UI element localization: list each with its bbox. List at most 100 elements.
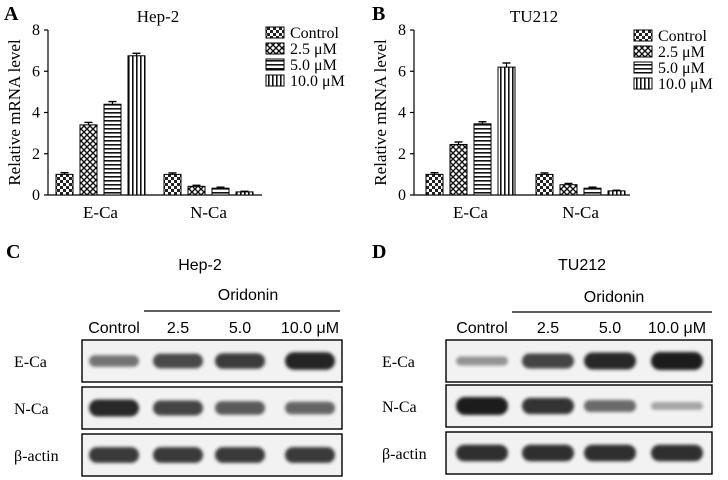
bar-n-ca-1 [187,185,206,196]
bar-e-ca-2 [473,123,492,196]
blot-band [522,397,574,415]
bar-e-ca-1 [449,143,468,196]
legend-label: 2.5 μM [290,41,337,58]
legend-label: 5.0 μM [658,60,705,77]
legend-swatch [265,58,285,71]
bar-n-ca-1 [559,184,578,196]
y-axis-label: Relative mRNA level [5,39,24,186]
y-axis-label: Relative mRNA level [371,39,390,186]
lane-label: 5.0 [229,320,251,337]
blot-title: TU212 [558,257,606,274]
blot-band [456,444,508,462]
blot-row-label: N-Ca [382,399,417,416]
blot-band [153,400,203,416]
blot-band [522,353,574,369]
blot-row-label: N-Ca [14,401,49,418]
legend-swatch [633,77,653,90]
blot-band [89,399,139,417]
blot-band [215,353,265,369]
blot-band [215,447,265,463]
lane-label: 5.0 [599,320,621,337]
blot-band [153,353,203,369]
chart-title: Hep-2 [137,7,179,26]
blot-band [456,397,508,415]
blot-band [584,352,636,370]
bar-e-ca-3 [497,66,516,196]
bar-e-ca-0 [55,173,74,196]
category-label: E-Ca [83,203,118,222]
blot-band [651,402,703,410]
blot-row-label: β-actin [14,448,59,465]
chart-title: TU212 [510,7,558,26]
y-tick-label: 6 [32,63,40,80]
category-label: N-Ca [190,203,227,222]
blot-band [651,444,703,462]
legend-label: 5.0 μM [290,57,337,74]
legend-label: Control [290,25,339,42]
legend-swatch [633,45,653,58]
legend-swatch [633,29,653,42]
blot-band [456,356,508,366]
y-tick-label: 0 [32,187,40,204]
y-tick-label: 2 [32,146,40,163]
y-tick-label: 8 [398,22,406,39]
bar-n-ca-3 [607,190,626,196]
blot-band [89,355,139,367]
category-label: N-Ca [562,203,599,222]
legend-swatch [633,61,653,74]
lane-label: 2.5 [537,320,559,337]
category-label: E-Ca [453,203,488,222]
bar-e-ca-0 [425,173,444,196]
panel-letter-a: A [4,3,19,25]
legend-label: 10.0 μM [658,76,713,93]
bar-e-ca-1 [79,124,98,196]
lane-label: Control [456,320,508,337]
lane-label: 2.5 [167,320,189,337]
legend-label: 10.0 μM [290,73,345,90]
blot-title: Hep-2 [178,257,222,274]
blot-band [285,401,335,415]
lane-label: Control [88,320,140,337]
legend-swatch [265,74,285,87]
blot-row-label: E-Ca [382,354,415,371]
y-tick-label: 0 [398,187,406,204]
legend-label: Control [658,28,707,45]
bar-chart-hep2: Hep-2 Relative mRNA level 0 2 4 6 8 E-Ca N-Ca Con… [5,7,345,222]
treatment-label: Oridonin [584,289,644,306]
bar-e-ca-2 [103,103,122,196]
y-tick-label: 4 [32,105,40,122]
y-tick-label: 8 [32,22,40,39]
blot-band [584,444,636,462]
y-tick-label: 2 [398,146,406,163]
y-tick-label: 6 [398,63,406,80]
blot-band [215,401,265,415]
bar-chart-tu212: TU212 Relative mRNA level 0 2 4 6 8 E-Ca N-Ca Con… [371,7,713,222]
bar-n-ca-0 [535,173,554,196]
lane-label: 10.0 μM [648,320,706,337]
y-tick-label: 4 [398,105,406,122]
treatment-label: Oridonin [218,287,278,304]
blot-band [153,447,203,463]
legend-label: 2.5 μM [658,44,705,61]
panel-letter-b: B [372,3,385,25]
western-blot-hep2: Hep-2 Oridonin Control 2.5 5.0 10.0 μM E-Ca N-C… [14,257,343,477]
panel-letter-c: C [6,241,20,263]
blot-band [651,352,703,370]
lane-label: 10.0 μM [281,320,339,337]
blot-band [89,447,139,463]
bar-n-ca-2 [211,187,230,196]
bar-n-ca-3 [235,191,254,196]
bar-n-ca-0 [163,173,182,196]
blot-band [285,352,335,370]
bar-n-ca-2 [583,187,602,196]
panel-letter-d: D [372,241,386,263]
blot-band [285,447,335,463]
bar-e-ca-3 [127,55,146,196]
legend-swatch [265,26,285,39]
blot-row-label: β-actin [382,446,427,463]
blot-band [522,444,574,462]
legend-swatch [265,42,285,55]
blot-band [584,400,636,412]
blot-row-label: E-Ca [14,354,47,371]
